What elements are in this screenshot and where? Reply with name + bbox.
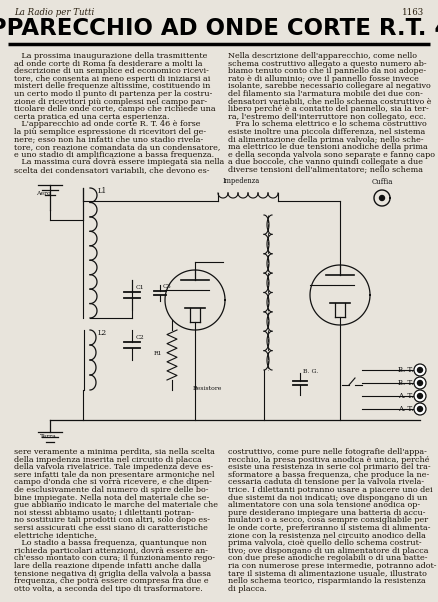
Text: nere; esso non ha infatti che uno stadio rivela-: nere; esso non ha infatti che uno stadio… [14,135,203,144]
Text: esiste inoltre una piccola differenza, nel sistema: esiste inoltre una piccola differenza, n… [228,128,425,136]
Text: ch'esso montato con cura; il funzionamento rego-: ch'esso montato con cura; il funzionamen… [14,554,215,562]
Text: ria con numerose prese intermedie, potranno adot-: ria con numerose prese intermedie, potra… [228,562,437,570]
Text: Fra lo schema elettrico e lo schema costruttivo: Fra lo schema elettrico e lo schema cost… [228,120,427,128]
Text: L1: L1 [98,187,107,195]
Text: mulatori o a secco, cosa sempre consigliabile per: mulatori o a secco, cosa sempre consigli… [228,517,428,524]
Text: La Radio per Tutti: La Radio per Tutti [14,8,94,17]
Text: prima valvola, cioè quello dello schema costrut-: prima valvola, cioè quello dello schema … [228,539,422,547]
Text: della valvola rivelatrice. Tale impedenza deve es-: della valvola rivelatrice. Tale impedenz… [14,463,213,471]
Circle shape [414,403,426,415]
Text: La massima cura dovrà essere impiegata sia nella: La massima cura dovrà essere impiegata s… [14,158,224,167]
Text: zione di ricevitori più complessi nel campo par-: zione di ricevitori più complessi nel ca… [14,98,207,105]
Text: e della seconda valvola sono separate e fanno capo: e della seconda valvola sono separate e … [228,150,435,159]
Text: alimentatore con una sola tensione anodica op-: alimentatore con una sola tensione anodi… [228,501,420,509]
Circle shape [417,406,423,412]
Text: R1: R1 [154,351,162,356]
Text: C1: C1 [136,285,145,290]
Text: sersi assicurati che essi siano di caratteristiche: sersi assicurati che essi siano di carat… [14,524,208,532]
Text: Aero: Aero [36,191,51,196]
Text: B. T.: B. T. [398,379,413,387]
Text: le onde corte, preferiranno il sistema di alimenta-: le onde corte, preferiranno il sistema d… [228,524,431,532]
Text: Cuffia: Cuffia [372,178,393,186]
Text: L2: L2 [98,329,107,337]
Circle shape [379,196,385,200]
Text: diverse tensioni dell'alimentatore; nello schema: diverse tensioni dell'alimentatore; nell… [228,166,423,174]
Text: de esclusivamente dal numero di spire delle bo-: de esclusivamente dal numero di spire de… [14,486,208,494]
Text: della impedenza inserita nel circuito di placca: della impedenza inserita nel circuito di… [14,456,202,464]
Text: trice. I dilettanti potranno usare a piacere uno dei: trice. I dilettanti potranno usare a pia… [228,486,433,494]
Text: descrizione di un semplice ed economico ricevi-: descrizione di un semplice ed economico … [14,67,209,75]
Text: campo d'onda che si vorrà ricevere, e che dipen-: campo d'onda che si vorrà ricevere, e ch… [14,479,212,486]
Text: con due prese anodiche regolabili o di una batte-: con due prese anodiche regolabili o di u… [228,554,427,562]
Text: 1163: 1163 [402,8,424,17]
Text: di alimentazione della prima valvola; nello sche-: di alimentazione della prima valvola; ne… [228,135,424,144]
Text: Terra: Terra [40,434,57,439]
Text: isolante, sarebbe necessario collegare al negativo: isolante, sarebbe necessario collegare a… [228,82,431,90]
Text: otto volta, a seconda del tipo di trasformatore.: otto volta, a seconda del tipo di trasfo… [14,585,203,593]
Text: B. G.: B. G. [303,369,318,374]
Text: costruttivo, come pure nelle fotografie dell'appa-: costruttivo, come pure nelle fotografie … [228,448,427,456]
Circle shape [414,377,426,389]
Text: rato è di alluminio; ove il pannello fosse invece: rato è di alluminio; ove il pannello fos… [228,75,419,83]
Text: Resistore: Resistore [193,386,223,391]
Text: di placca.: di placca. [228,585,267,593]
Text: ticolare delle onde corte, campo che richiede una: ticolare delle onde corte, campo che ric… [14,105,215,113]
Text: pure desiderano impiegare una batteria di accu-: pure desiderano impiegare una batteria d… [228,509,425,517]
Text: noi stessi abbiamo usato; i dilettanti potran-: noi stessi abbiamo usato; i dilettanti p… [14,509,194,517]
Text: lare della reazione dipende infatti anche dalla: lare della reazione dipende infatti anch… [14,562,201,570]
Text: gue abbiamo indicato le marche del materiale che: gue abbiamo indicato le marche del mater… [14,501,218,509]
Text: schema costruttivo allegato a questo numero ab-: schema costruttivo allegato a questo num… [228,60,427,67]
Text: cessaria caduta di tensione per la valvola rivela-: cessaria caduta di tensione per la valvo… [228,479,424,486]
Text: L'apparecchio ad onde corte R. T. 46 è forse: L'apparecchio ad onde corte R. T. 46 è f… [14,120,201,128]
Text: ra, l'estremo dell'interruttore non collegato, ecc.: ra, l'estremo dell'interruttore non coll… [228,113,426,121]
Text: e uno stadio di amplificazione a bassa frequenza.: e uno stadio di amplificazione a bassa f… [14,150,214,159]
Text: bine impiegate. Nella nota del materiale che se-: bine impiegate. Nella nota del materiale… [14,494,209,501]
Text: sere infatti tale da non presentare armoniche nel: sere infatti tale da non presentare armo… [14,471,215,479]
Text: La prossima inaugurazione della trasmittente: La prossima inaugurazione della trasmitt… [14,52,207,60]
Text: del filamento sia l'armatura mobile dei due con-: del filamento sia l'armatura mobile dei … [228,90,423,98]
Text: B. T.: B. T. [398,366,413,374]
Text: A. T.: A. T. [398,392,413,400]
Circle shape [417,394,423,399]
Text: densatori variabili, che nello schema costruttivo è: densatori variabili, che nello schema co… [228,98,431,105]
Text: la più semplice espressione di ricevitori del ge-: la più semplice espressione di ricevitor… [14,128,206,136]
Text: a due boccole, che vanno quindi collegate a due: a due boccole, che vanno quindi collegat… [228,158,423,166]
Text: scelta dei condensatori variabili, che devono es-: scelta dei condensatori variabili, che d… [14,166,209,174]
Text: ma elettrico le due tensioni anodiche della prima: ma elettrico le due tensioni anodiche de… [228,143,428,151]
Text: libero perché è a contatto del pannello, sia la ter-: libero perché è a contatto del pannello,… [228,105,429,113]
Text: tore, con reazione comandata da un condensatore,: tore, con reazione comandata da un conde… [14,143,220,151]
Text: Impedenza: Impedenza [223,177,260,185]
Circle shape [414,390,426,402]
Text: richieda particolari attenzioni, dovrà essere an-: richieda particolari attenzioni, dovrà e… [14,547,208,555]
Text: no sostituire tali prodotti con altri, solo dopo es-: no sostituire tali prodotti con altri, s… [14,517,210,524]
Text: certa pratica ed una certa esperienza.: certa pratica ed una certa esperienza. [14,113,170,121]
Circle shape [414,364,426,376]
Text: C3: C3 [163,284,172,289]
Text: A. T.: A. T. [398,405,413,413]
Text: ad onde corte di Roma fa desiderare a molti la: ad onde corte di Roma fa desiderare a mo… [14,60,202,67]
Text: due sistemi da noi indicati; ove dispongano di un: due sistemi da noi indicati; ove dispong… [228,494,427,501]
Text: Lo stadio a bassa frequenza, quantunque non: Lo stadio a bassa frequenza, quantunque … [14,539,207,547]
Text: sere veramente a minima perdita, sia nella scelta: sere veramente a minima perdita, sia nel… [14,448,215,456]
Circle shape [417,380,423,385]
Text: tensione negativa di griglia della valvola a bassa: tensione negativa di griglia della valvo… [14,569,211,577]
Circle shape [417,367,423,373]
Text: tivo; ove dispongano di un alimentatore di placca: tivo; ove dispongano di un alimentatore … [228,547,428,555]
Text: elettriche identiche.: elettriche identiche. [14,532,97,539]
Text: tare il sistema di alimentazione usuale, illustrato: tare il sistema di alimentazione usuale,… [228,569,427,577]
Text: tore, che consenta ai meno esperti di iniziarsi ai: tore, che consenta ai meno esperti di in… [14,75,210,83]
Text: sformatore a bassa frequenza, che produce la ne-: sformatore a bassa frequenza, che produc… [228,471,429,479]
Text: APPARECCHIO AD ONDE CORTE R.T. 46: APPARECCHIO AD ONDE CORTE R.T. 46 [0,17,438,40]
Text: un certo modo il punto di partenza per la costru-: un certo modo il punto di partenza per l… [14,90,212,98]
Text: C2: C2 [136,335,145,340]
Text: nello schema teorico, risparmiando la resistenza: nello schema teorico, risparmiando la re… [228,577,426,585]
Text: biamo tenuto conto che il pannello da noi adope-: biamo tenuto conto che il pannello da no… [228,67,426,75]
Text: esiste una resistenza in serie col primario del tra-: esiste una resistenza in serie col prima… [228,463,431,471]
Text: frequenza, che potrà essere compresa fra due e: frequenza, che potrà essere compresa fra… [14,577,208,585]
Text: zione con la resistenza nel circuito anodico della: zione con la resistenza nel circuito ano… [228,532,426,539]
Text: recchio, la presa positiva anodica è unica, perché: recchio, la presa positiva anodica è uni… [228,456,430,464]
Text: misteri delle frequenze altissime, costituendo in: misteri delle frequenze altissime, costi… [14,82,210,90]
Text: Nella descrizione dell'apparecchio, come nello: Nella descrizione dell'apparecchio, come… [228,52,417,60]
